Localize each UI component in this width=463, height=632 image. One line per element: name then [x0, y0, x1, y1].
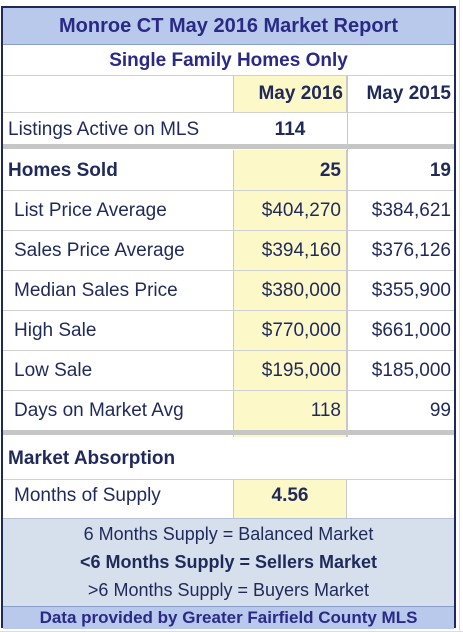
column-divider — [347, 76, 348, 437]
note-sellers-market: <6 Months Supply = Sellers Market — [79, 552, 378, 572]
data-source-footer: Data provided by Greater Fairfield Count… — [3, 606, 454, 629]
row-divider — [3, 230, 454, 231]
metric-prior: $185,000 — [371, 360, 451, 381]
metric-label: Low Sale — [14, 360, 93, 381]
homes-sold-label: Homes Sold — [8, 160, 118, 181]
metric-label: Median Sales Price — [14, 280, 178, 301]
row-divider — [3, 310, 454, 311]
metric-prior: 99 — [429, 400, 451, 421]
metric-current: $195,000 — [261, 360, 341, 381]
listings-active-label: Listings Active on MLS — [8, 119, 200, 140]
metric-label: Sales Price Average — [14, 240, 185, 261]
metric-current: $404,270 — [261, 200, 341, 221]
section-separator — [3, 144, 454, 149]
row-divider — [3, 270, 454, 271]
market-report-table: Monroe CT May 2016 Market Report Single … — [1, 6, 456, 629]
metric-prior: $376,126 — [371, 240, 451, 261]
column-header-may-2015: May 2015 — [366, 83, 451, 104]
metric-label: List Price Average — [14, 200, 167, 221]
report-subtitle: Single Family Homes Only — [3, 45, 454, 76]
grid-line — [459, 0, 460, 632]
months-of-supply-label: Months of Supply — [14, 485, 161, 506]
metric-current: $770,000 — [261, 320, 341, 341]
metric-current: $380,000 — [261, 280, 341, 301]
current-column-header-bg — [233, 76, 347, 112]
supply-notes-panel: 6 Months Supply = Balanced Market <6 Mon… — [3, 518, 454, 607]
homes-sold-prior: 19 — [429, 160, 451, 181]
note-buyers-market: >6 Months Supply = Buyers Market — [87, 580, 370, 600]
market-absorption-heading: Market Absorption — [8, 448, 176, 469]
metric-label: High Sale — [14, 320, 97, 341]
report-title: Monroe CT May 2016 Market Report — [3, 8, 454, 45]
listings-active-current: 114 — [274, 119, 306, 140]
metric-prior: $661,000 — [371, 320, 451, 341]
row-divider — [3, 479, 454, 480]
row-divider — [3, 390, 454, 391]
metric-label: Days on Market Avg — [14, 400, 184, 421]
supply-value-bg — [233, 480, 347, 518]
homes-sold-current: 25 — [319, 160, 341, 181]
note-balanced-market: 6 Months Supply = Balanced Market — [83, 524, 374, 544]
row-divider — [3, 190, 454, 191]
section-separator — [3, 430, 454, 435]
months-of-supply-value: 4.56 — [271, 485, 309, 506]
metric-prior: $355,900 — [371, 280, 451, 301]
metric-prior: $384,621 — [371, 200, 451, 221]
column-header-may-2016: May 2016 — [258, 83, 343, 104]
row-divider — [3, 112, 454, 113]
metric-current: $394,160 — [261, 240, 341, 261]
current-column-bg — [233, 150, 347, 437]
metric-current: 118 — [310, 400, 341, 421]
row-divider — [3, 350, 454, 351]
